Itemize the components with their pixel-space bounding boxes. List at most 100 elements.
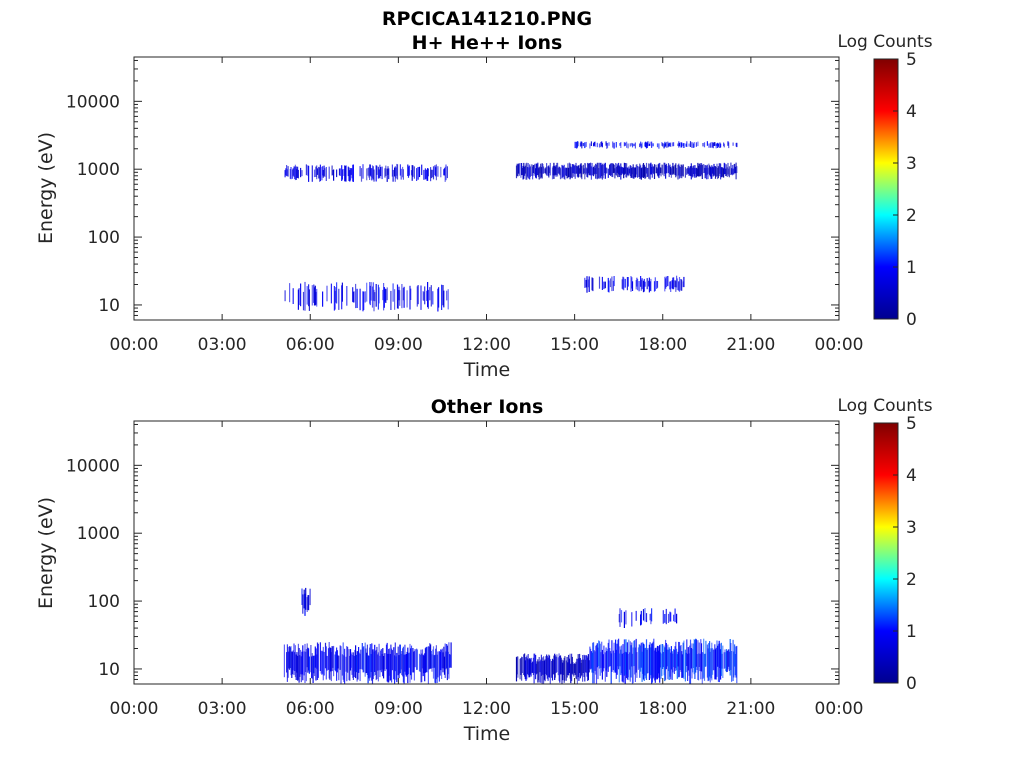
spectrogram-cell [605,167,607,174]
spectrogram-cell [526,167,529,177]
spectrogram-cell [336,650,338,673]
spectrogram-cell [433,655,435,668]
spectrogram-cell [439,652,441,676]
spectrogram-cell [403,654,405,684]
spectrogram-cell [689,639,692,684]
spectrogram-cell [714,142,716,146]
spectrogram-cell [304,643,306,683]
spectrogram-cell [597,647,599,680]
spectrogram-cell [692,643,695,668]
spectrogram-cell [591,652,593,673]
spectrogram-cell [612,650,614,671]
spectrogram-cell [353,291,355,303]
spectrogram-cell [308,656,310,674]
spectrogram-cell [349,170,351,182]
spectrogram-cell [660,167,662,177]
spectrogram-cell [598,168,600,179]
spectrogram-cell [537,162,539,175]
spectrogram-cell [521,168,523,175]
spectrogram-cell [669,143,671,147]
spectrogram-cell [316,654,318,669]
spectrogram-cell [290,646,292,676]
spectrogram-cell [586,168,588,177]
spectrogram-cell [362,647,364,673]
spectrogram-cell [615,649,617,679]
colorbar-ticks: 0 1 2 3 4 5 [893,50,917,330]
spectrogram-cell [661,653,663,676]
spectrogram-cell [539,661,541,673]
colorbar-gradient [874,59,898,319]
spectrogram-cell [535,163,537,179]
spectrogram-cell [582,655,584,682]
spectrogram-cell [330,652,332,682]
spectrogram-cell [672,277,674,290]
spectrogram-cell [628,639,630,681]
x-tick-label: 21:00 [726,335,775,355]
spectrogram-cell [440,649,442,671]
spectrogram-cell [663,143,665,149]
spectrogram-cell [419,654,421,672]
spectrogram-cell [675,641,677,669]
colorbar-tick-label: 3 [906,518,917,538]
spectrogram-cell [407,166,410,178]
spectrogram-cell [352,655,354,678]
spectrogram-cell [676,167,678,176]
spectrogram-cell [680,142,682,148]
spectrogram-cell [590,166,592,180]
spectrogram-cell [566,167,568,179]
spectrogram-cell [519,658,521,680]
spectrogram-cell [555,656,557,673]
spectrogram-cell [666,649,668,667]
spectrogram-cell [409,285,411,310]
spectrogram-cell [712,166,714,174]
spectrogram-cell [616,643,618,675]
spectrogram-cell [568,167,570,178]
spectrogram-cell [301,588,303,605]
spectrogram-cell [681,654,683,678]
spectrogram-cell [731,165,733,176]
spectrogram-cell [720,167,722,178]
spectrogram-cell [559,167,561,176]
x-tick-label: 18:00 [638,335,687,355]
spectrogram-cell [328,642,330,679]
spectrogram-cell [559,655,562,675]
spectrogram-cell [341,169,343,180]
spectrogram-cell [697,162,699,177]
spectrogram-cell [524,653,526,677]
spectrogram-cell [691,643,693,679]
spectrogram-cell [670,612,672,622]
spectrogram-cell [676,613,678,624]
spectrogram-cell [567,662,569,675]
spectrogram-cell [587,654,589,680]
spectrogram-cell [678,277,681,292]
spectrogram-cell [631,167,633,178]
spectrogram-cell [571,167,573,178]
spectrogram-cell [288,651,290,669]
spectrogram-cell [286,644,288,682]
spectrogram-cell [606,167,608,174]
spectrogram-cell [394,167,396,177]
spectrogram-cell [645,613,648,623]
spectrogram-cell [627,143,629,149]
spectrogram-cell [430,169,432,179]
x-axis-label: Time [463,359,511,381]
spectrogram-cell [734,163,736,174]
spectrogram-cell [626,652,628,678]
spectrogram-cell [708,643,710,681]
spectrogram-cell [673,649,675,668]
spectrogram-cell [537,659,539,683]
spectrogram-cell [651,164,653,178]
spectrogram-cell [443,656,446,675]
spectrogram-cell [557,167,559,174]
spectrogram-cell [668,142,670,147]
spectrogram-cell [313,655,315,674]
spectrogram-cell [446,644,448,669]
colorbar-tick-label: 1 [906,622,917,642]
spectrogram-cell [548,655,551,678]
spectrogram-cell [682,642,684,678]
spectrogram-cell [540,654,542,676]
spectrogram-cell [677,143,679,146]
spectrogram-cell [645,142,648,149]
spectrogram-cell [390,290,392,310]
spectrogram-cell [634,168,636,178]
